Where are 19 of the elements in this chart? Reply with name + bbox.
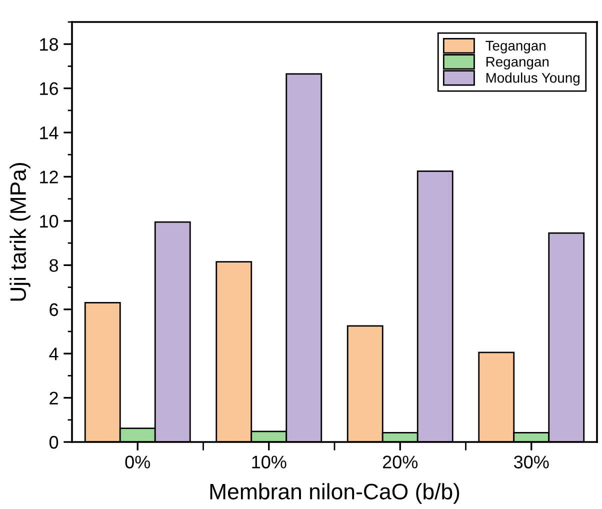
y-axis-title: Uji tarik (MPa)	[10, 163, 30, 301]
y-tick-label: 6	[50, 303, 58, 316]
x-axis-title: Membran nilon-CaO (b/b)	[210, 483, 460, 504]
x-tick-label: 20%	[382, 456, 418, 468]
y-tick-label: 2	[50, 392, 58, 404]
legend-label: Modulus Young	[486, 72, 580, 86]
x-tick-label: 10%	[252, 456, 286, 468]
y-tick-label: 8	[50, 259, 58, 272]
y-tick-label: 18	[40, 38, 58, 51]
y-tick-label: 10	[40, 214, 58, 228]
legend-label: Regangan	[486, 56, 549, 70]
legend-label: Tegangan	[486, 40, 546, 54]
x-tick-label: 30%	[514, 456, 549, 468]
y-tick-label: 4	[49, 348, 58, 360]
y-tick-label: 0	[49, 436, 58, 449]
y-tick-label: 12	[40, 170, 58, 184]
y-tick-label: 16	[40, 82, 58, 96]
y-tick-label: 14	[40, 126, 58, 140]
x-tick-label: 0%	[125, 456, 150, 468]
